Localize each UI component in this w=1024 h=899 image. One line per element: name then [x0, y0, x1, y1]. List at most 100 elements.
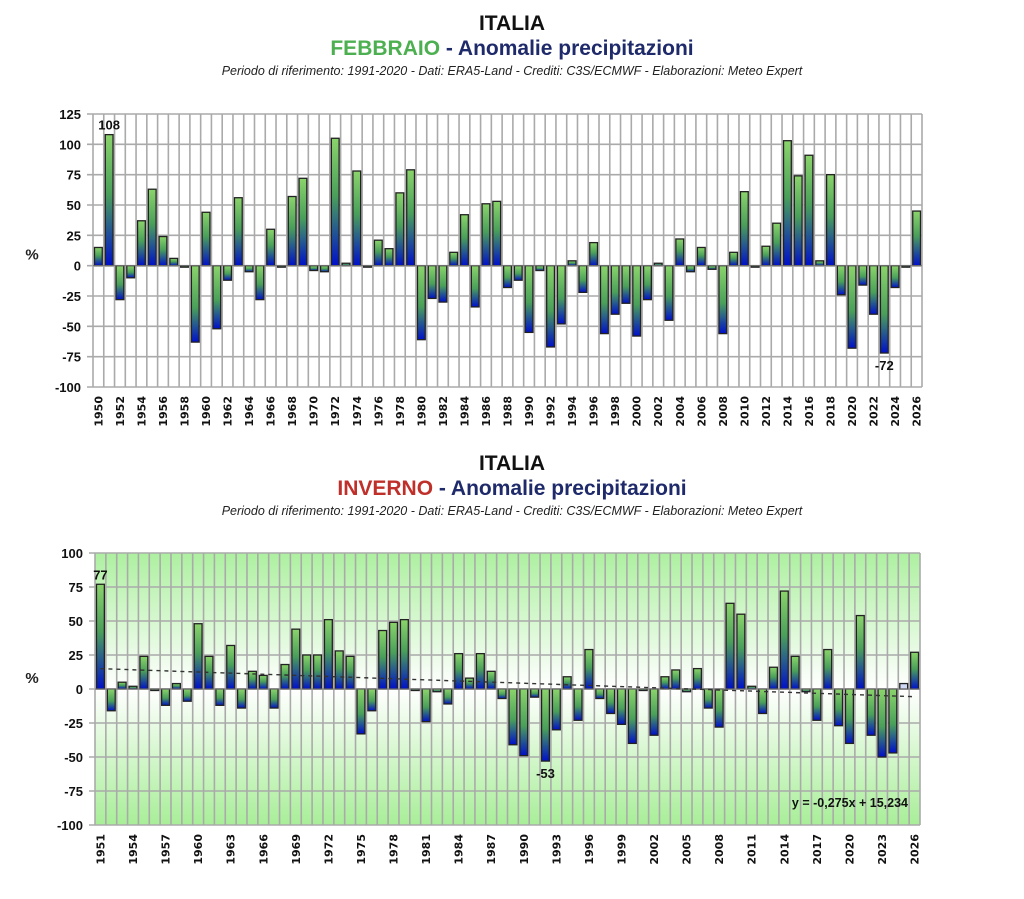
bar-2008	[714, 688, 724, 728]
bar-2024	[888, 688, 898, 754]
x-tick-label: 1972	[322, 834, 335, 865]
bar-1968	[280, 663, 290, 690]
bar-1991	[530, 688, 540, 698]
bar-2000	[627, 688, 637, 745]
y-tick-label: -100	[57, 818, 83, 833]
x-tick-label: 2014	[781, 396, 794, 427]
bar-1960	[193, 623, 203, 690]
febbraio-chart: 125 100 75 50 25 0 -25 -50 -75 -100% 108 -72 1950 195…	[25, 107, 924, 427]
top-chart-country: ITALIA	[478, 12, 546, 35]
y-tick-label: -75	[62, 350, 81, 365]
bar-2009	[725, 602, 735, 690]
x-tick-label: 2005	[681, 834, 694, 865]
bottom-chart-period: INVERNO	[337, 477, 434, 500]
bar-1994	[562, 676, 572, 690]
bar-1981	[421, 688, 431, 723]
x-tick-label: 1994	[566, 396, 579, 427]
bar-2026	[909, 651, 920, 690]
bar-2010	[736, 613, 746, 690]
y-tick-label: 75	[69, 580, 83, 595]
x-tick-label: 1978	[394, 396, 407, 427]
bottom-chart-title-rest: - Anomalie precipitazioni	[433, 477, 687, 500]
x-tick-label: 1963	[225, 834, 238, 865]
trendline-equation: y = -0,275x + 15,234	[792, 796, 908, 810]
x-tick-label: 1957	[160, 834, 173, 865]
x-tick-label: 2002	[648, 834, 661, 865]
bar-1966	[258, 674, 268, 690]
x-tick-label: 2026	[911, 396, 924, 427]
bar-1992	[540, 688, 551, 762]
y-tick-label: 0	[74, 259, 81, 274]
y-tick-label: 25	[69, 648, 83, 663]
x-tick-label: 1954	[135, 396, 148, 427]
bar-1967	[269, 688, 279, 709]
x-tick-label: 2022	[868, 396, 881, 427]
top-chart-subtitle: Periodo di riferimento: 1991-2020 - Dati…	[221, 64, 803, 78]
y-tick-label: 100	[61, 546, 83, 561]
x-tick-label: 1981	[420, 834, 433, 865]
bar-1957	[160, 688, 171, 706]
x-tick-label: 2024	[889, 396, 902, 427]
bar-1977	[378, 629, 388, 690]
x-tick-label: 2016	[803, 396, 816, 427]
bar-1962	[215, 688, 225, 706]
bar-1955	[139, 655, 149, 690]
y-tick-label: -25	[64, 716, 83, 731]
bar-1990	[519, 688, 529, 757]
x-tick-label: 2008	[717, 396, 730, 427]
x-tick-label: 1990	[518, 834, 531, 865]
bar-1958	[171, 682, 181, 690]
y-axis-label: %	[25, 247, 38, 264]
bottom-chart-country: ITALIA	[478, 452, 546, 475]
x-tick-label: 2014	[778, 834, 791, 865]
x-tick-label: 1986	[480, 396, 493, 427]
bar-2002	[649, 688, 659, 736]
y-tick-label: 75	[67, 168, 81, 183]
bar-1984	[454, 652, 464, 690]
x-tick-label: 1952	[114, 396, 127, 427]
data-label-1951: 108	[98, 118, 120, 133]
bar-1972	[323, 618, 333, 690]
y-tick-label: -50	[62, 319, 81, 334]
x-tick-label: 1980	[415, 396, 428, 427]
bar-2007	[703, 688, 713, 709]
x-tick-label: 1996	[583, 834, 596, 865]
x-tick-label: 1990	[523, 396, 536, 427]
x-tick-label: 2017	[811, 834, 824, 865]
bar-1975	[356, 688, 366, 735]
y-tick-label: 50	[67, 198, 81, 213]
bar-2018	[823, 648, 833, 690]
x-tick-label: 1969	[290, 834, 303, 865]
x-tick-label: 1966	[257, 834, 270, 865]
x-tick-label: 1988	[502, 396, 515, 427]
x-tick-label: 1993	[550, 834, 563, 865]
x-tick-label: 1984	[453, 834, 466, 865]
x-tick-label: 2023	[876, 834, 889, 865]
bar-1988	[497, 688, 507, 700]
bar-2020	[844, 688, 855, 745]
x-tick-label: 1978	[388, 834, 401, 865]
y-tick-label: 0	[76, 682, 83, 697]
bar-1987	[486, 670, 496, 690]
x-tick-label: 2006	[695, 396, 708, 427]
bar-2013	[768, 666, 779, 690]
bar-1986	[475, 652, 485, 690]
top-chart-title-rest: - Anomalie precipitazioni	[440, 37, 694, 60]
y-tick-label: -50	[64, 750, 83, 765]
x-tick-label: 1984	[458, 396, 471, 427]
x-tick-label: 1996	[588, 396, 601, 427]
bar-1996	[584, 648, 594, 690]
bar-1953	[117, 681, 127, 690]
x-tick-label: 2018	[824, 396, 837, 427]
bar-1989	[508, 688, 518, 746]
bar-2004	[671, 669, 681, 690]
x-tick-label: 1966	[265, 396, 278, 427]
y-tick-label: -75	[64, 784, 83, 799]
y-tick-label: 25	[67, 228, 81, 243]
x-tick-label: 2011	[746, 834, 759, 865]
y-tick-label: -25	[62, 289, 81, 304]
bottom-chart-title-block: ITALIA INVERNO - Anomalie precipitazioni…	[0, 452, 1024, 520]
x-tick-label: 2000	[631, 396, 644, 427]
y-tick-label: 100	[59, 137, 81, 152]
